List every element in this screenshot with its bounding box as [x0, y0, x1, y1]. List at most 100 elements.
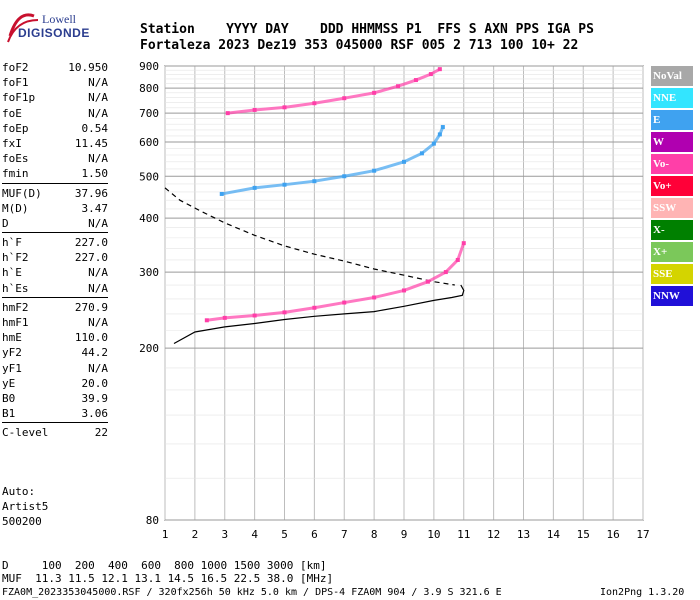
trace-segment [432, 133, 442, 145]
header-labels: Station YYYY DAY DDD HHMMSS P1 FFS S AXN… [140, 22, 594, 37]
param-row-hmf1: hmF1 N/A [2, 315, 108, 330]
param-name: fxI [2, 136, 22, 150]
param-separator [2, 296, 108, 298]
trace-segment [420, 142, 435, 155]
param-row-foes: foEs N/A [2, 151, 108, 166]
legend-item-noval: NoVal [651, 66, 693, 86]
param-value: 10.950 [68, 61, 108, 74]
param-name: D [2, 216, 9, 230]
param-value: 37.96 [74, 186, 108, 200]
param-name: h`E [2, 266, 22, 280]
version-label: Ion2Png 1.3.20 [600, 587, 685, 598]
param-name: foEp [2, 121, 29, 135]
param-name: B0 [2, 391, 16, 405]
ionogram-chart: 1 2 3 4 5 6 7 8 9 10 11 12 13 14 15 16 17802003004005006… [139, 60, 650, 541]
logo-digisonde: DIGISONDE [18, 26, 90, 40]
distance-row: D 100 200 400 600 800 1000 1500 3000 [km… [2, 559, 327, 572]
x-tick-label: 5 [281, 528, 288, 541]
trace-segment [403, 280, 429, 292]
param-value: 227.0 [74, 251, 108, 265]
trace-segment [343, 169, 375, 178]
x-tick-label: 10 [427, 528, 440, 541]
param-name: yF1 [2, 361, 22, 375]
trace-segment [314, 96, 345, 105]
x-tick-label: 8 [371, 528, 378, 541]
param-row-foe: foE N/A [2, 106, 108, 121]
auto-block: Auto: Artist5 500200 [2, 484, 48, 529]
x-tick-label: 4 [251, 528, 258, 541]
trace-segment [221, 186, 255, 196]
param-value: 1.50 [81, 167, 109, 181]
parameter-panel: foF2 10.950 foF1 N/A foF1p N/A foE N/A foEp 0.54 f… [2, 60, 108, 441]
param-value: N/A [88, 152, 108, 166]
auto-program: Artist5 [2, 500, 49, 513]
param-value: 44.2 [81, 346, 109, 360]
trace-segment [254, 310, 285, 317]
file-info: FZA0M_2023353045000.RSF / 320fx256h 50 k… [2, 587, 684, 598]
trace-segment [343, 295, 375, 305]
x-tick-label: 3 [221, 528, 228, 541]
legend-item-x: X+ [651, 242, 693, 262]
trace-segment [430, 67, 441, 76]
param-row-mufd: MUF(D) 37.96 [2, 186, 108, 201]
trace-segment [415, 72, 432, 82]
param-value: 22 [94, 426, 108, 440]
param-name: foEs [2, 152, 29, 166]
y-tick-label: 500 [139, 170, 159, 183]
param-value: N/A [88, 316, 108, 329]
param-name: foF2 [2, 61, 29, 74]
param-value: N/A [88, 216, 108, 230]
param-value: N/A [88, 361, 108, 375]
param-value: 110.0 [74, 331, 108, 345]
legend-item-x: X- [651, 220, 693, 240]
x-tick-label: 14 [547, 528, 561, 541]
x-tick-label: 17 [636, 528, 649, 541]
param-value: N/A [88, 91, 108, 105]
trace-segment [314, 174, 345, 183]
x-tick-label: 7 [341, 528, 348, 541]
param-row-fof1: foF1 N/A [2, 75, 108, 90]
param-value: N/A [88, 281, 108, 295]
auto-code: 500200 [2, 515, 42, 528]
trace-segment [284, 179, 315, 187]
trace-segment [254, 105, 285, 112]
trace-segment [397, 78, 417, 88]
param-value: 3.47 [81, 201, 109, 215]
trace-segment [284, 306, 315, 314]
x-tick-label: 1 [162, 528, 169, 541]
param-name: fmin [2, 167, 29, 181]
file-info-text: FZA0M_2023353045000.RSF / 320fx256h 50 k… [2, 587, 502, 598]
param-row-hmf2: hmF2 270.9 [2, 300, 108, 315]
auto-label: Auto: [2, 485, 36, 498]
param-row-he: h`E N/A [2, 265, 108, 280]
param-name: foE [2, 106, 22, 120]
legend-item-e: E [651, 110, 693, 130]
x-tick-label: 9 [401, 528, 408, 541]
param-row-hf2: h`F2 227.0 [2, 250, 108, 265]
legend-item-vo: Vo- [651, 154, 693, 174]
trace-segment [373, 84, 399, 95]
y-tick-label: 900 [139, 60, 159, 73]
x-tick-label: 11 [457, 528, 470, 541]
trace-segment [438, 126, 445, 135]
param-row-md: M(D) 3.47 [2, 201, 108, 216]
param-separator [2, 422, 108, 424]
x-tick-label: 12 [487, 528, 500, 541]
y-tick-label: 800 [139, 82, 159, 95]
param-name: hmF2 [2, 300, 29, 314]
param-row-foep: foEp 0.54 [2, 121, 108, 136]
param-name: MUF(D) [2, 186, 42, 200]
param-name: h`F2 [2, 251, 29, 265]
param-value: 20.0 [81, 376, 109, 390]
param-value: 11.45 [74, 136, 108, 150]
trace-segment [444, 258, 459, 274]
x-tick-label: 6 [311, 528, 318, 541]
param-row-fof2: foF2 10.950 [2, 60, 108, 75]
muf-table: D 100 200 400 600 800 1000 1500 3000 [km… [2, 559, 333, 585]
param-name: foF1 [2, 76, 29, 90]
trace-segment [456, 242, 466, 261]
param-name: B1 [2, 407, 16, 421]
legend-item-nne: NNE [651, 88, 693, 108]
trace-segment [373, 288, 405, 299]
param-value: 227.0 [74, 236, 108, 250]
